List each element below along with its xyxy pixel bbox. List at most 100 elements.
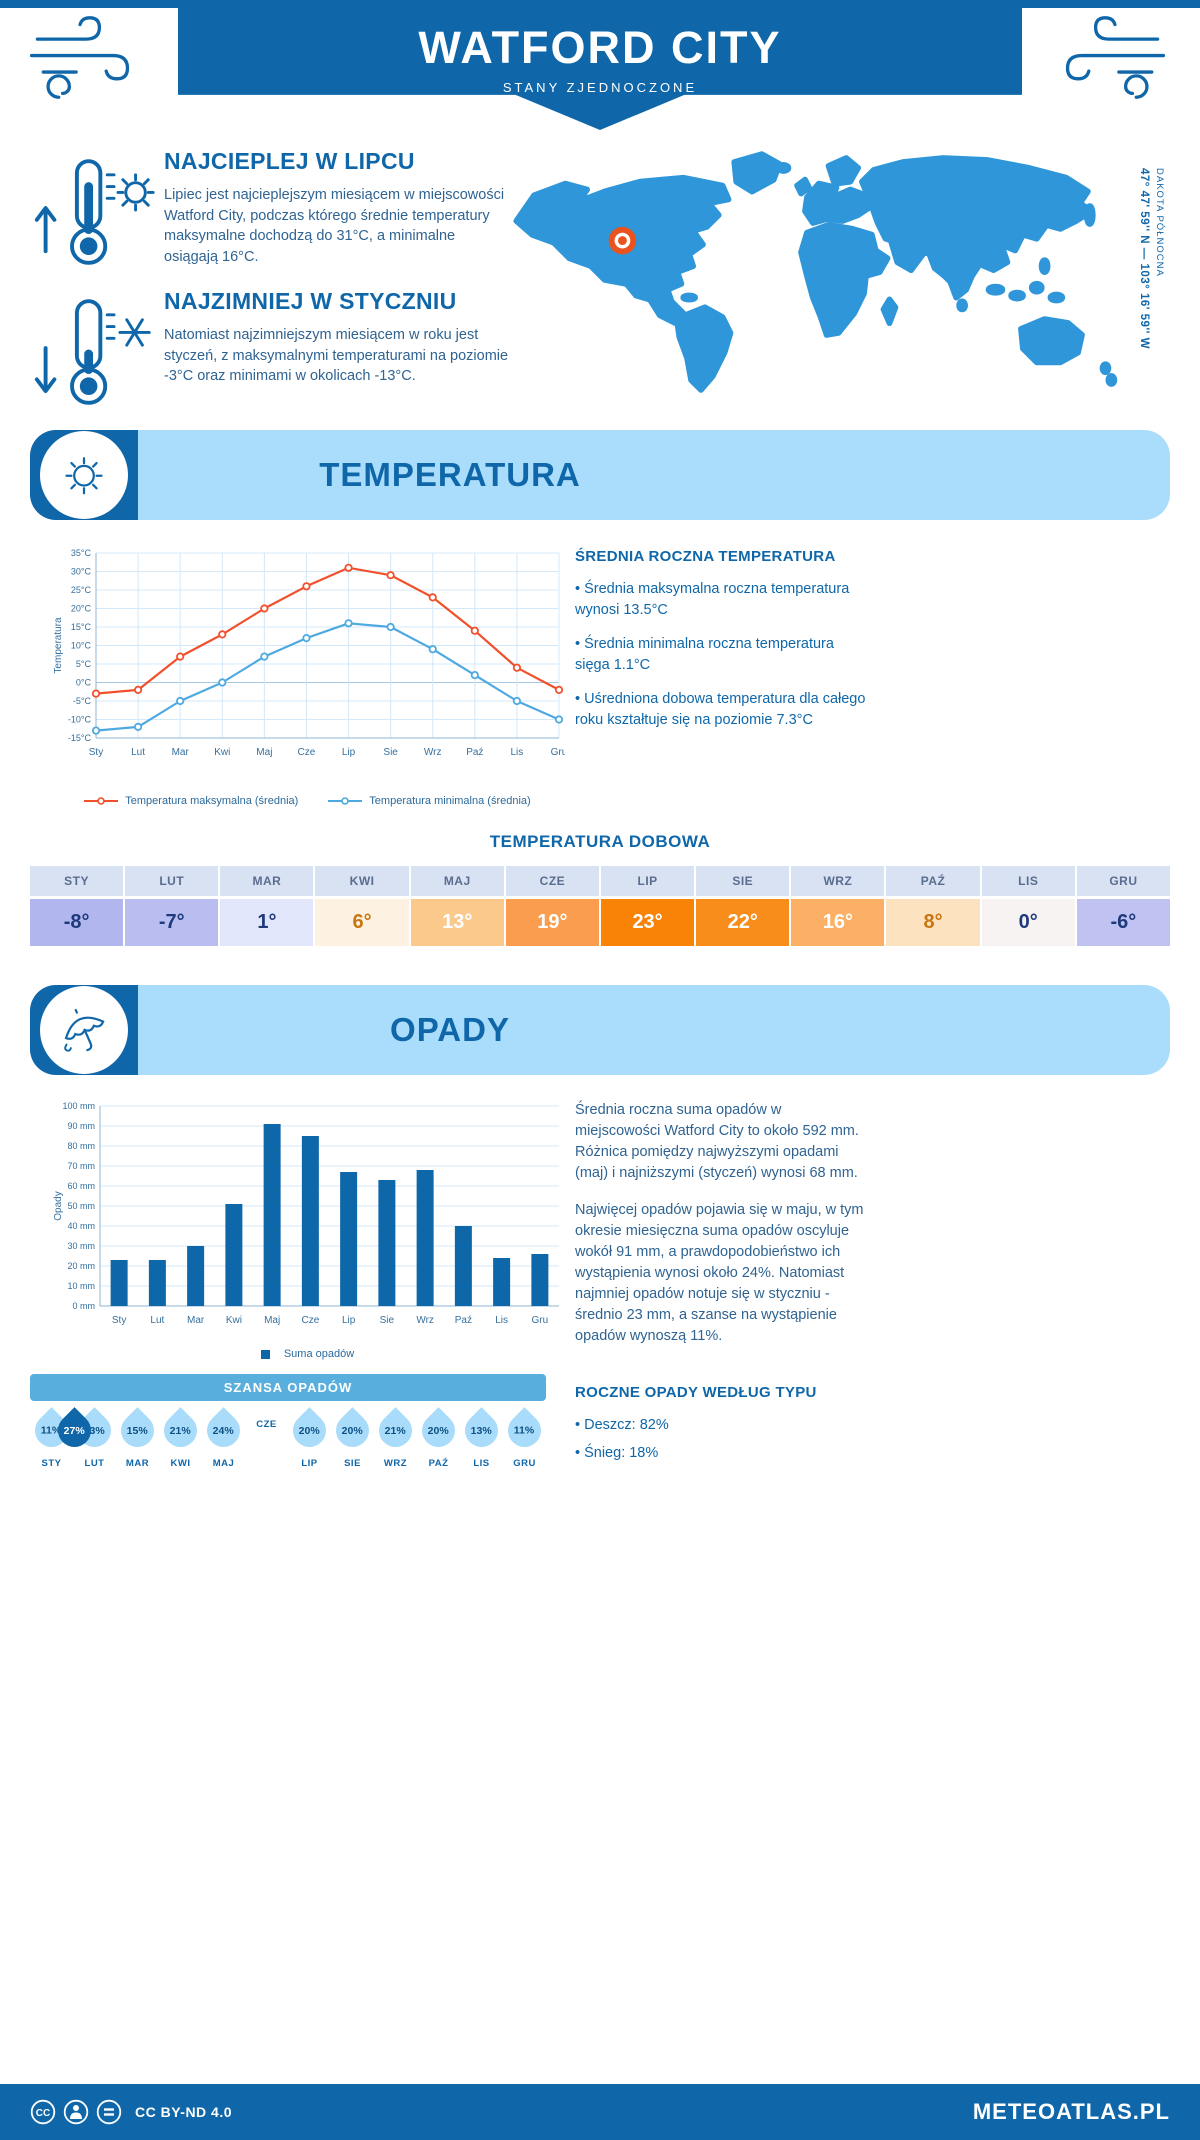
chance-item: 11% GRU bbox=[501, 1407, 548, 1469]
svg-text:CC: CC bbox=[36, 2108, 50, 2119]
legend-label: Temperatura maksymalna (średnia) bbox=[125, 795, 299, 807]
cc-by-icon bbox=[63, 2099, 89, 2125]
svg-text:20°C: 20°C bbox=[71, 604, 92, 614]
chance-value: 20% bbox=[341, 1424, 364, 1437]
chance-item: 20% LIP bbox=[286, 1407, 333, 1469]
temperature-line-chart: -15°C -10°C -5°C 0°C 5°C 10°C 15°C 20°C 25°C 30°C… bbox=[53, 548, 565, 758]
legend-item: Temperatura maksymalna (średnia) bbox=[84, 795, 298, 807]
daily-month-header: STY bbox=[30, 866, 124, 896]
temperature-band-title: TEMPERATURA bbox=[319, 456, 581, 493]
thermometer-warm-icon bbox=[34, 159, 155, 265]
precipitation-bar-chart: 0 mm 10 mm 20 mm 30 mm 40 mm 50 mm 60 mm 70 mm 8… bbox=[53, 1101, 559, 1326]
chance-item: 13% LIS bbox=[458, 1407, 505, 1469]
chance-month-label: KWI bbox=[170, 1458, 191, 1469]
svg-text:Sie: Sie bbox=[383, 747, 398, 758]
daily-month-header: KWI bbox=[315, 866, 409, 896]
svg-text:70 mm: 70 mm bbox=[67, 1161, 95, 1171]
temperature-bullet: • Średnia maksymalna roczna temperatura … bbox=[575, 581, 850, 619]
daily-temp-cell: -8° bbox=[30, 899, 124, 946]
chance-month-label: CZE bbox=[256, 1419, 277, 1430]
precipitation-paragraph: Średnia roczna suma opadów w miejscowośc… bbox=[575, 1102, 859, 1182]
temp-bullets: • Średnia maksymalna roczna temperatura … bbox=[575, 579, 867, 731]
brand-link[interactable]: METEOATLAS.PL bbox=[972, 2099, 1170, 2124]
svg-text:20 mm: 20 mm bbox=[67, 1261, 95, 1271]
daily-month-header: PAŹ bbox=[886, 866, 980, 896]
precipitation-type-bullet: • Śnieg: 18% bbox=[575, 1445, 659, 1462]
svg-text:Maj: Maj bbox=[264, 1315, 280, 1326]
chance-value: 13% bbox=[470, 1424, 493, 1437]
legend-line-swatch bbox=[328, 797, 363, 805]
svg-text:Lis: Lis bbox=[511, 747, 524, 758]
svg-text:-5°C: -5°C bbox=[73, 696, 92, 706]
svg-text:Kwi: Kwi bbox=[226, 1315, 242, 1326]
raindrop-icon: 13% bbox=[458, 1407, 505, 1454]
svg-text:Cze: Cze bbox=[298, 747, 316, 758]
page-subtitle: STANY ZJEDNOCZONE bbox=[502, 80, 698, 95]
svg-text:5°C: 5°C bbox=[76, 659, 92, 669]
chance-item: 24% MAJ bbox=[200, 1407, 247, 1469]
precipitation-type-block: ROCZNE OPADY WEDŁUG TYPU • Deszcz: 82% • … bbox=[575, 1384, 869, 1471]
chance-item: 20% PAŹ bbox=[415, 1407, 462, 1469]
license-block[interactable]: CC CC BY-ND 4.0 bbox=[30, 2099, 232, 2125]
thermometer-cold-icon bbox=[34, 299, 151, 405]
daily-month-header: CZE bbox=[505, 866, 599, 896]
chance-item: 15% MAR bbox=[114, 1407, 161, 1469]
chance-item: 13% LUT bbox=[71, 1407, 118, 1469]
chance-month-label: PAŹ bbox=[428, 1458, 449, 1469]
chance-value: 20% bbox=[298, 1424, 321, 1437]
svg-text:Maj: Maj bbox=[256, 747, 272, 758]
daily-month-header: MAR bbox=[220, 866, 314, 896]
temperature-sidebar-title: ŚREDNIA ROCZNA TEMPERATURA bbox=[575, 548, 836, 565]
svg-text:Gru: Gru bbox=[551, 747, 565, 758]
daily-table: STY LUT MAR KWI MAJ CZE LIP SIE WRZ PAŹ LIS GRU -8° -… bbox=[30, 866, 1170, 946]
chance-value: 27% bbox=[63, 1424, 86, 1437]
chance-of-precipitation-title: SZANSA OPADÓW bbox=[30, 1374, 546, 1401]
chance-item: 21% KWI bbox=[157, 1407, 204, 1469]
daily-month-header: MAJ bbox=[410, 866, 504, 896]
chance-value: 20% bbox=[427, 1424, 450, 1437]
daily-month-header: LIS bbox=[981, 866, 1075, 896]
chance-month-label: LIS bbox=[473, 1458, 490, 1469]
svg-text:25°C: 25°C bbox=[71, 585, 92, 595]
cc-nd-icon bbox=[96, 2099, 122, 2125]
license-text: CC BY-ND 4.0 bbox=[135, 2104, 233, 2120]
chance-month-label: MAR bbox=[125, 1458, 150, 1469]
svg-text:Paź: Paź bbox=[455, 1315, 472, 1326]
daily-month-header: GRU bbox=[1076, 866, 1170, 896]
svg-text:Lut: Lut bbox=[131, 747, 145, 758]
daily-temperature-title: TEMPERATURA DOBOWA bbox=[489, 832, 711, 851]
sun-icon bbox=[40, 431, 128, 519]
legend-square-swatch bbox=[260, 1349, 270, 1359]
chance-month-label: MAJ bbox=[212, 1458, 235, 1469]
svg-text:-15°C: -15°C bbox=[68, 733, 92, 743]
raindrop-icon: 11% bbox=[501, 1407, 548, 1454]
daily-temp-cell: 0° bbox=[981, 899, 1075, 946]
precipitation-type-bullet: • Deszcz: 82% bbox=[575, 1417, 669, 1433]
svg-text:Mar: Mar bbox=[172, 747, 190, 758]
svg-text:Cze: Cze bbox=[301, 1315, 319, 1326]
svg-text:Temperatura: Temperatura bbox=[53, 617, 64, 674]
coldest-month-section: NAJZIMNIEJ W STYCZNIU Natomiast najzimni… bbox=[28, 288, 548, 405]
precipitation-band-title: OPADY bbox=[390, 1011, 510, 1048]
coordinates-text: 47° 47' 59'' N — 103° 16' 59'' W bbox=[1138, 168, 1150, 349]
chance-value: 24% bbox=[212, 1424, 235, 1437]
legend-item: Temperatura minimalna (średnia) bbox=[328, 795, 531, 807]
daily-month-header: WRZ bbox=[791, 866, 885, 896]
raindrop-icon: 15% bbox=[114, 1407, 161, 1454]
svg-text:0 mm: 0 mm bbox=[73, 1301, 96, 1311]
legend-label: Suma opadów bbox=[283, 1348, 355, 1360]
chance-item: 20% SIE bbox=[329, 1407, 376, 1469]
svg-text:Sty: Sty bbox=[112, 1315, 126, 1326]
raindrop-icon: 21% bbox=[372, 1407, 419, 1454]
raindrop-icon: 20% bbox=[286, 1407, 333, 1454]
warmest-text: Lipiec jest najcieplejszym miesiącem w m… bbox=[164, 187, 505, 265]
svg-text:35°C: 35°C bbox=[71, 548, 92, 558]
svg-text:10°C: 10°C bbox=[71, 641, 92, 651]
chance-item: 27% CZE bbox=[51, 1407, 288, 1469]
svg-text:0°C: 0°C bbox=[76, 678, 92, 688]
footer: CC CC BY-ND 4.0 METEOATLAS.PL bbox=[0, 2084, 1200, 2140]
svg-text:100 mm: 100 mm bbox=[62, 1101, 95, 1111]
coldest-title: NAJZIMNIEJ W STYCZNIU bbox=[164, 288, 457, 314]
svg-text:30°C: 30°C bbox=[71, 567, 92, 577]
